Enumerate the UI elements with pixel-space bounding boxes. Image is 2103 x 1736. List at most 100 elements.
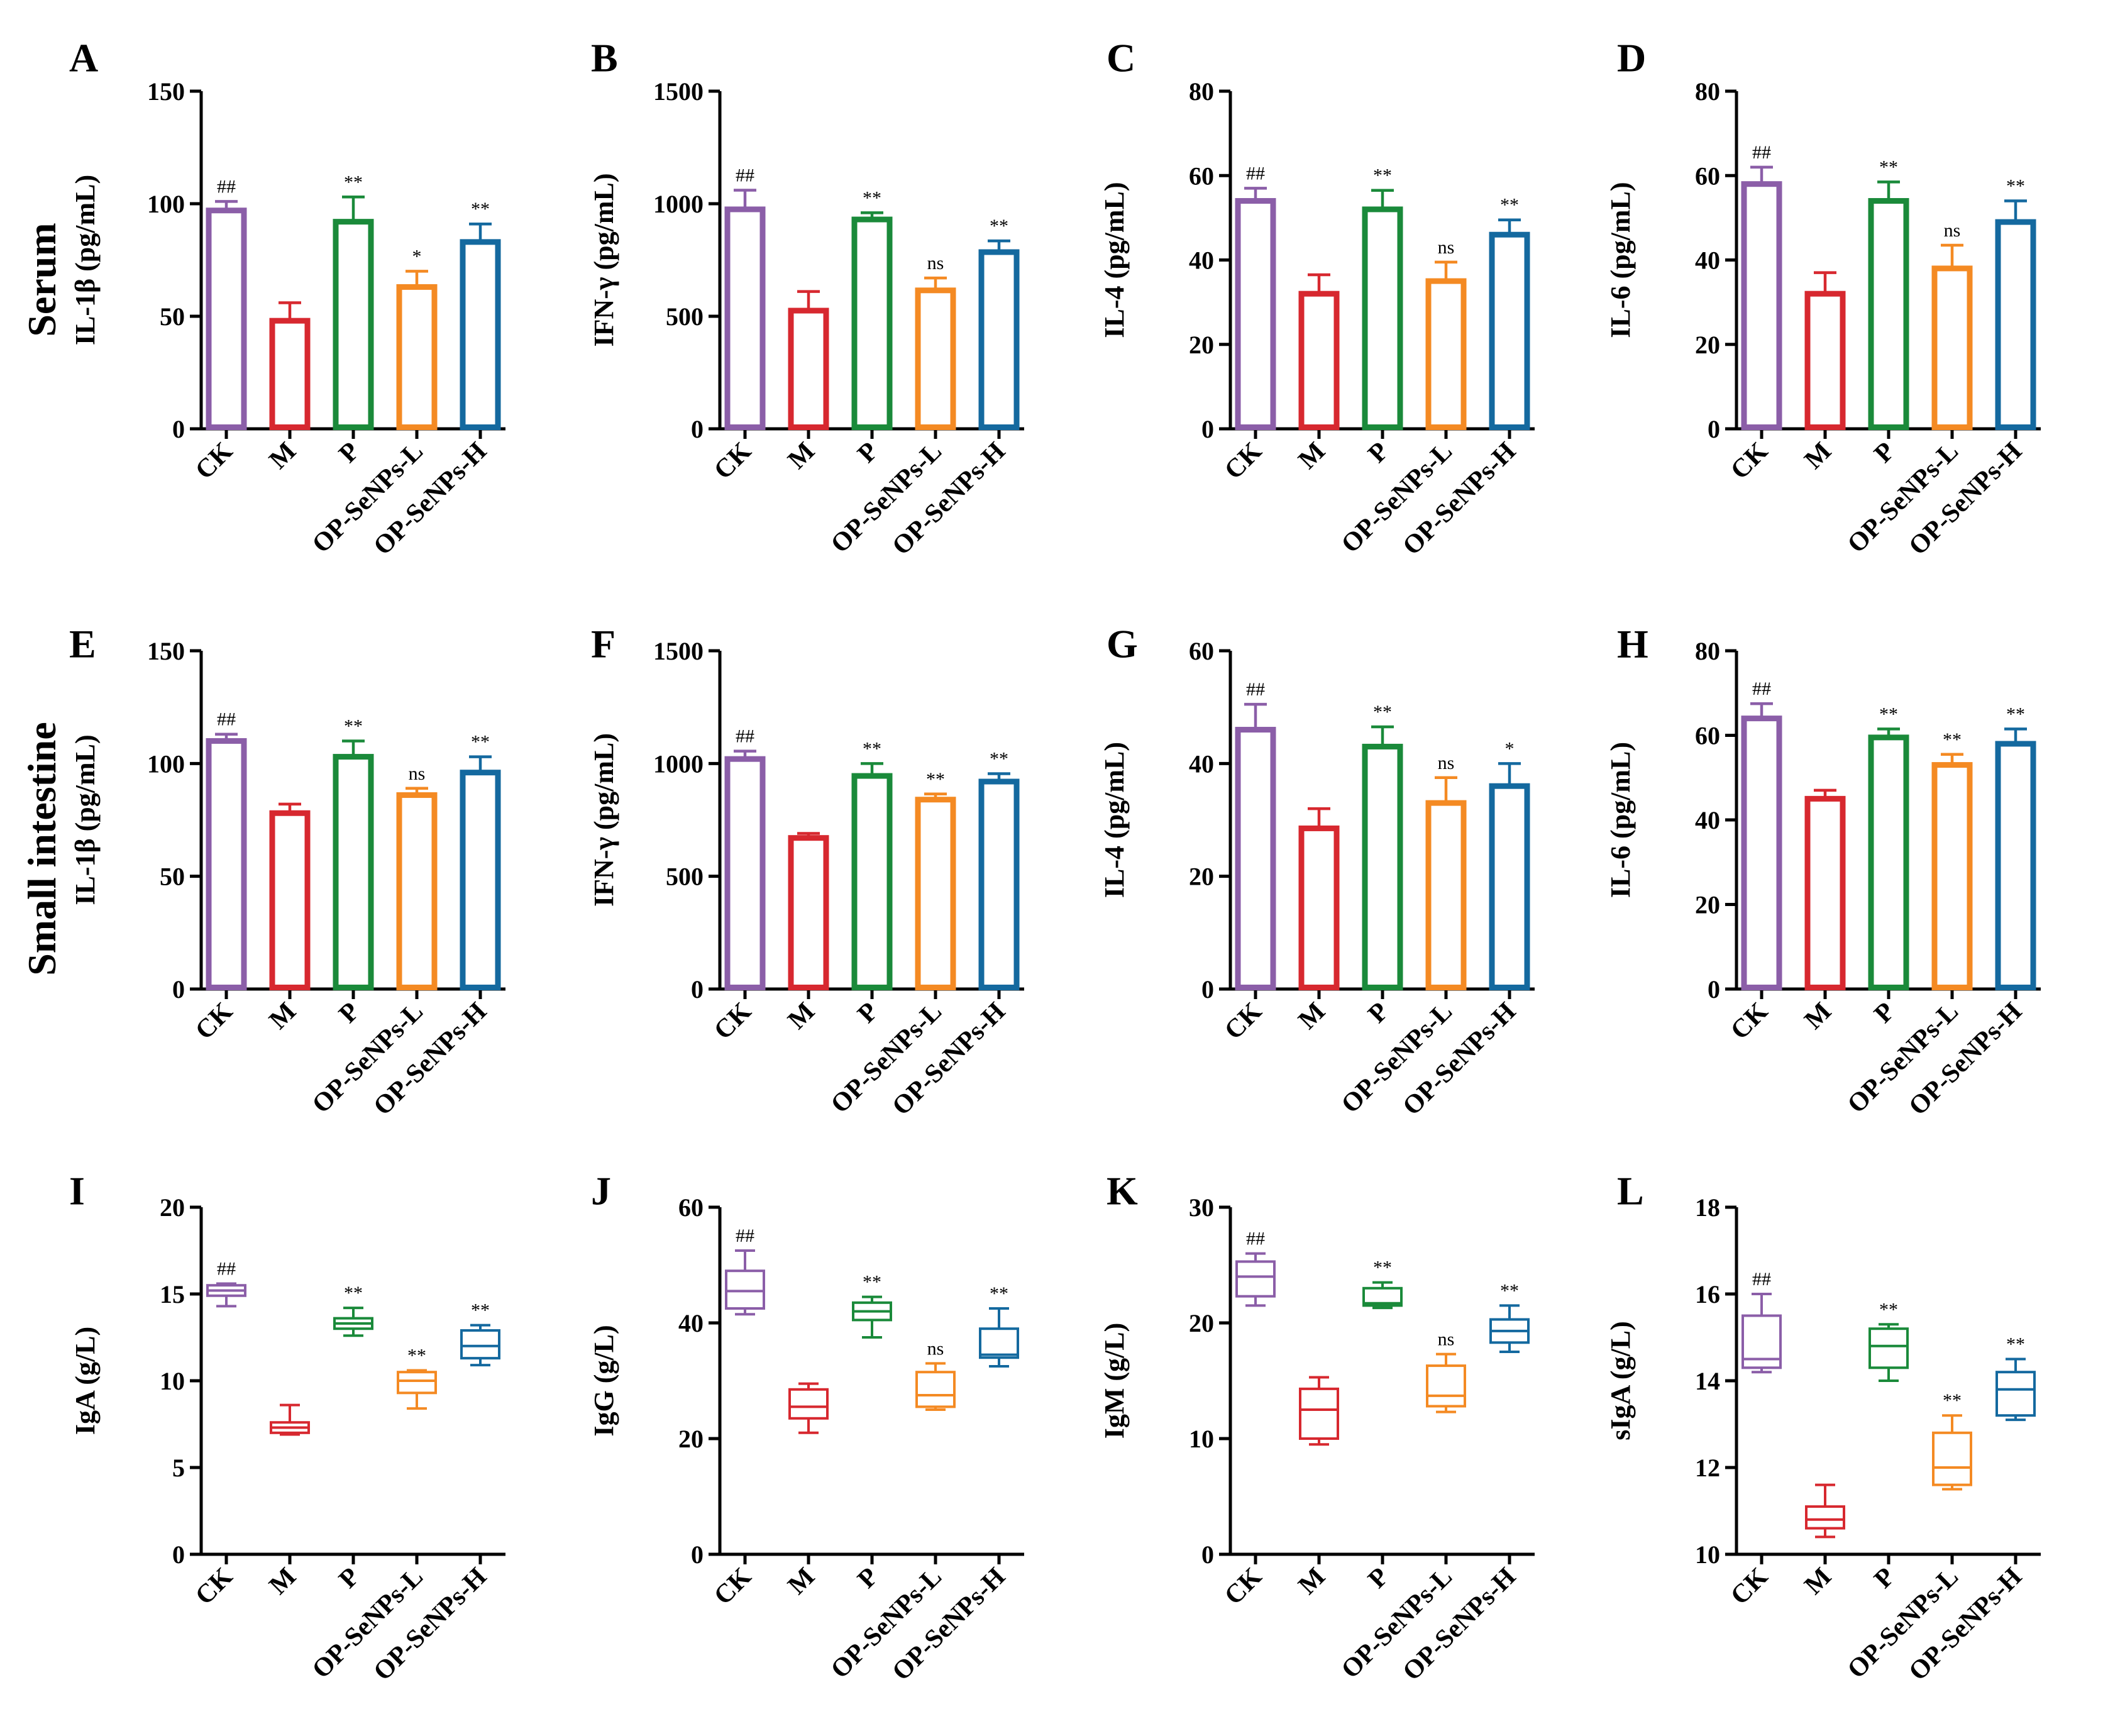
panel-letter-a: A: [69, 36, 98, 80]
y-tick-label: 0: [691, 415, 704, 443]
bar: [333, 219, 374, 430]
x-tick-label: P: [333, 997, 365, 1029]
significance-label: ns: [1438, 753, 1455, 773]
y-axis-label: IL-6 (pg/mL): [1605, 182, 1636, 338]
panel-letter-c: C: [1107, 36, 1135, 80]
y-tick-label: 10: [160, 1367, 185, 1395]
y-tick-label: 0: [1201, 415, 1214, 443]
significance-label: *: [1505, 738, 1515, 759]
significance-label: **: [471, 199, 490, 219]
x-tick-label: P: [1868, 1562, 1901, 1595]
y-tick-label: 12: [1695, 1454, 1720, 1482]
bar: [724, 206, 766, 430]
bar: [851, 216, 893, 430]
bar: [269, 318, 311, 430]
significance-label: ##: [217, 709, 236, 730]
y-axis-label: IgA (g/L): [70, 1327, 101, 1435]
box: [1995, 1371, 2036, 1417]
bar: [788, 835, 829, 991]
significance-label: ##: [1246, 1229, 1265, 1249]
box: [915, 1371, 956, 1408]
bar: [1804, 795, 1846, 990]
significance-label: ns: [1438, 237, 1455, 258]
y-tick-label: 1500: [653, 637, 704, 665]
y-axis-label: IFN-γ (pg/mL): [588, 733, 619, 907]
x-tick-label: P: [852, 997, 884, 1029]
bar: [396, 284, 438, 430]
bar: [1425, 278, 1467, 430]
x-tick-label: CK: [1219, 436, 1267, 485]
x-tick-label: CK: [190, 997, 238, 1045]
bar: [1425, 800, 1467, 990]
significance-label: ns: [927, 1338, 944, 1359]
row-label-serum: Serum: [19, 223, 64, 336]
y-axis-label: sIgA (g/L): [1605, 1321, 1636, 1440]
box: [788, 1388, 829, 1420]
significance-label: **: [1879, 157, 1898, 177]
significance-label: **: [1879, 1299, 1898, 1320]
y-tick-label: 5: [172, 1454, 185, 1482]
y-tick-label: 0: [1708, 975, 1720, 1003]
x-tick-label: M: [1799, 1562, 1838, 1601]
y-tick-label: 60: [1695, 722, 1720, 750]
significance-label: **: [990, 216, 1008, 236]
y-tick-label: 40: [1695, 806, 1720, 834]
significance-label: **: [863, 738, 881, 759]
y-tick-label: 60: [678, 1193, 704, 1222]
bar: [978, 778, 1020, 990]
panel-letter-i: I: [69, 1169, 85, 1214]
bar: [851, 773, 893, 991]
x-tick-label: M: [1799, 997, 1838, 1036]
significance-label: **: [1373, 702, 1392, 722]
y-tick-label: 20: [1189, 1309, 1214, 1337]
significance-label: ##: [736, 726, 754, 747]
bar: [1931, 265, 1973, 430]
x-tick-label: M: [783, 437, 821, 475]
y-tick-label: 50: [160, 302, 185, 331]
x-tick-label: CK: [190, 436, 238, 485]
x-tick-label: M: [1293, 997, 1332, 1036]
y-axis-label: IL-4 (pg/mL): [1099, 742, 1130, 898]
y-tick-label: 10: [1695, 1540, 1720, 1569]
bar: [1995, 219, 2036, 430]
y-tick-label: 0: [691, 975, 704, 1003]
panel-letter-l: L: [1617, 1169, 1644, 1214]
bar: [978, 249, 1020, 430]
x-tick-label: M: [264, 1562, 302, 1601]
y-tick-label: 80: [1695, 77, 1720, 106]
significance-label: **: [1943, 729, 1962, 750]
y-tick-label: 500: [666, 302, 704, 331]
x-tick-label: P: [333, 1562, 365, 1595]
y-tick-label: 20: [1695, 891, 1720, 919]
x-tick-label: P: [333, 437, 365, 469]
y-tick-label: 0: [691, 1540, 704, 1569]
x-tick-label: CK: [1725, 997, 1774, 1045]
y-axis-label: IFN-γ (pg/mL): [588, 173, 619, 346]
box: [1235, 1260, 1276, 1298]
row-label-small-intestine: Small intestine: [19, 722, 64, 976]
y-tick-label: 100: [147, 749, 185, 778]
y-tick-label: 1000: [653, 749, 704, 778]
bar: [1741, 716, 1782, 990]
bar: [1362, 743, 1403, 991]
x-tick-label: P: [852, 437, 884, 469]
significance-label: **: [2006, 176, 2025, 197]
significance-label: **: [344, 716, 363, 736]
panel-letter-b: B: [591, 36, 618, 80]
x-tick-label: M: [1799, 437, 1838, 475]
y-tick-label: 40: [678, 1309, 704, 1337]
y-axis-label: IgM (g/L): [1099, 1323, 1130, 1439]
x-tick-label: P: [1868, 997, 1901, 1029]
panel-letter-e: E: [69, 622, 96, 666]
significance-label: ##: [736, 165, 754, 186]
y-tick-label: 0: [1708, 415, 1720, 443]
x-tick-label: CK: [709, 436, 757, 485]
y-tick-label: 150: [147, 637, 185, 665]
